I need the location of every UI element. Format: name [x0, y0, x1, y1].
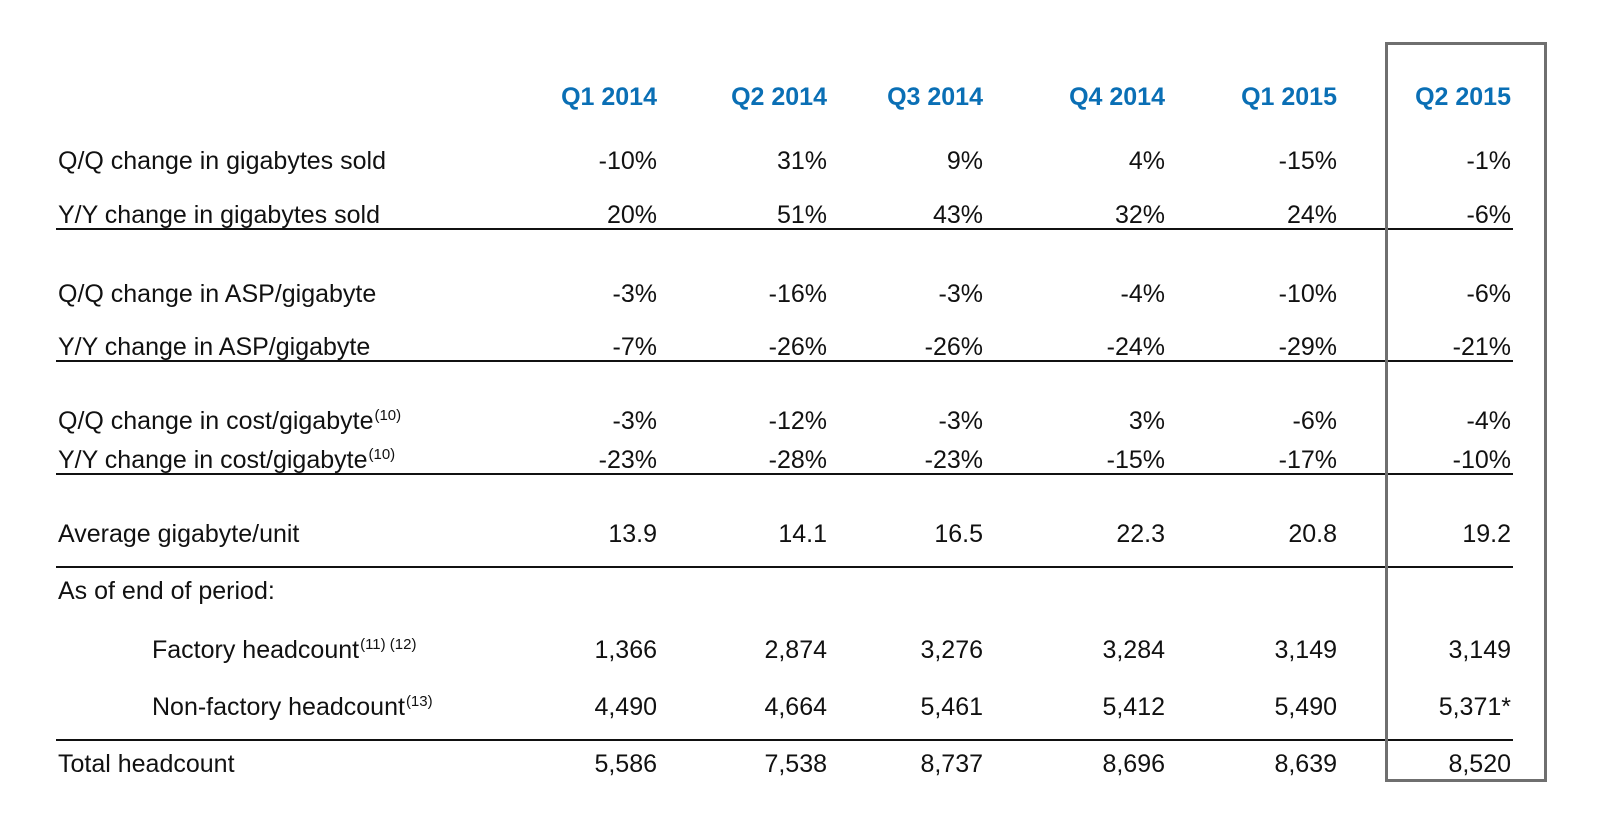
row-label-text: Non-factory headcount: [152, 693, 405, 721]
table-cell: -23%: [924, 446, 983, 474]
column-header-q2-2014: Q2 2014: [731, 83, 827, 111]
row-label: Y/Y change in gigabytes sold: [58, 200, 380, 230]
table-cell: 8,520: [1448, 750, 1511, 778]
table-cell: -26%: [768, 333, 827, 361]
row-label-text: Q/Q change in ASP/gigabyte: [58, 280, 377, 308]
column-header-q1-2015: Q1 2015: [1241, 83, 1337, 111]
footnote-marker: (13): [405, 693, 433, 710]
table-cell: 2,874: [764, 636, 827, 664]
table-cell: 51%: [776, 201, 827, 229]
table-cell: 9%: [946, 147, 983, 175]
table-cell: 4%: [1128, 147, 1165, 175]
row-label-text: Factory headcount: [152, 636, 360, 664]
table-cell: -15%: [1106, 446, 1165, 474]
section-divider: [56, 360, 1513, 362]
column-header-q3-2014: Q3 2014: [887, 83, 983, 111]
column-header-q4-2014: Q4 2014: [1069, 83, 1165, 111]
table-cell: 3,284: [1102, 636, 1165, 664]
section-divider: [56, 473, 1513, 475]
table-cell: 3%: [1128, 407, 1165, 435]
table-cell: -10%: [1278, 280, 1337, 308]
row-label-text: Average gigabyte/unit: [58, 520, 300, 548]
table-cell: -29%: [1278, 333, 1337, 361]
row-label: Factory headcount(11) (12): [152, 635, 416, 665]
table-cell: 20.8: [1288, 520, 1337, 548]
row-label-text: Q/Q change in gigabytes sold: [58, 147, 386, 175]
table-cell: 32%: [1114, 201, 1165, 229]
section-heading: As of end of period:: [58, 576, 275, 606]
row-label: Total headcount: [58, 749, 235, 779]
table-cell: -12%: [768, 407, 827, 435]
table-cell: -3%: [938, 280, 983, 308]
table-cell: -3%: [612, 280, 657, 308]
table-cell: -24%: [1106, 333, 1165, 361]
table-cell: 5,412: [1102, 693, 1165, 721]
table-cell: -21%: [1452, 333, 1511, 361]
table-cell: 3,276: [920, 636, 983, 664]
highlight-box-q2-2015: [1385, 42, 1547, 782]
footnote-marker: (10): [374, 407, 402, 424]
table-cell: -23%: [598, 446, 657, 474]
row-label-text: Y/Y change in gigabytes sold: [58, 201, 380, 229]
table-cell: 31%: [776, 147, 827, 175]
table-cell: 5,461: [920, 693, 983, 721]
table-cell: 4,664: [764, 693, 827, 721]
table-cell: -16%: [768, 280, 827, 308]
column-header-q1-2014: Q1 2014: [561, 83, 657, 111]
table-cell: -4%: [1120, 280, 1165, 308]
table-cell: 16.5: [934, 520, 983, 548]
table-cell: 4,490: [594, 693, 657, 721]
table-cell: -28%: [768, 446, 827, 474]
table-cell: -10%: [598, 147, 657, 175]
table-cell: -26%: [924, 333, 983, 361]
table-cell: 3,149: [1274, 636, 1337, 664]
table-cell: -3%: [612, 407, 657, 435]
table-cell: 43%: [932, 201, 983, 229]
section-divider: [56, 739, 1513, 741]
table-cell: 13.9: [608, 520, 657, 548]
row-label: Non-factory headcount(13): [152, 692, 433, 722]
row-label: Q/Q change in cost/gigabyte(10): [58, 406, 401, 436]
table-cell: 1,366: [594, 636, 657, 664]
row-label-text: Q/Q change in cost/gigabyte: [58, 407, 374, 435]
table-cell: -6%: [1466, 280, 1511, 308]
table-cell: 8,696: [1102, 750, 1165, 778]
table-cell: -10%: [1452, 446, 1511, 474]
table-cell: 5,371*: [1438, 693, 1511, 721]
row-label: Average gigabyte/unit: [58, 519, 299, 549]
row-label-text: Y/Y change in cost/gigabyte: [58, 446, 368, 474]
table-cell: 8,639: [1274, 750, 1337, 778]
section-heading-text: As of end of period:: [58, 577, 275, 605]
table-cell: -4%: [1466, 407, 1511, 435]
table-cell: -6%: [1466, 201, 1511, 229]
row-label: Y/Y change in cost/gigabyte(10): [58, 445, 395, 475]
row-label: Q/Q change in gigabytes sold: [58, 146, 386, 176]
table-cell: -1%: [1466, 147, 1511, 175]
column-header-q2-2015: Q2 2015: [1415, 83, 1511, 111]
row-label-text: Y/Y change in ASP/gigabyte: [58, 333, 371, 361]
table-cell: -7%: [612, 333, 657, 361]
table-cell: -17%: [1278, 446, 1337, 474]
table-cell: -6%: [1292, 407, 1337, 435]
table-cell: 8,737: [920, 750, 983, 778]
row-label-text: Total headcount: [58, 750, 235, 778]
table-cell: 5,490: [1274, 693, 1337, 721]
table-cell: -3%: [938, 407, 983, 435]
section-divider: [56, 228, 1513, 230]
table-cell: 24%: [1286, 201, 1337, 229]
table-cell: 19.2: [1462, 520, 1511, 548]
table-cell: -15%: [1278, 147, 1337, 175]
table-cell: 7,538: [764, 750, 827, 778]
row-label: Q/Q change in ASP/gigabyte: [58, 279, 376, 309]
row-label: Y/Y change in ASP/gigabyte: [58, 332, 370, 362]
footnote-marker: (10): [368, 446, 396, 463]
section-divider: [56, 566, 1513, 568]
table-cell: 22.3: [1116, 520, 1165, 548]
table-cell: 20%: [606, 201, 657, 229]
table-cell: 3,149: [1448, 636, 1511, 664]
table-cell: 5,586: [594, 750, 657, 778]
table-cell: 14.1: [778, 520, 827, 548]
footnote-marker: (11) (12): [360, 636, 417, 653]
